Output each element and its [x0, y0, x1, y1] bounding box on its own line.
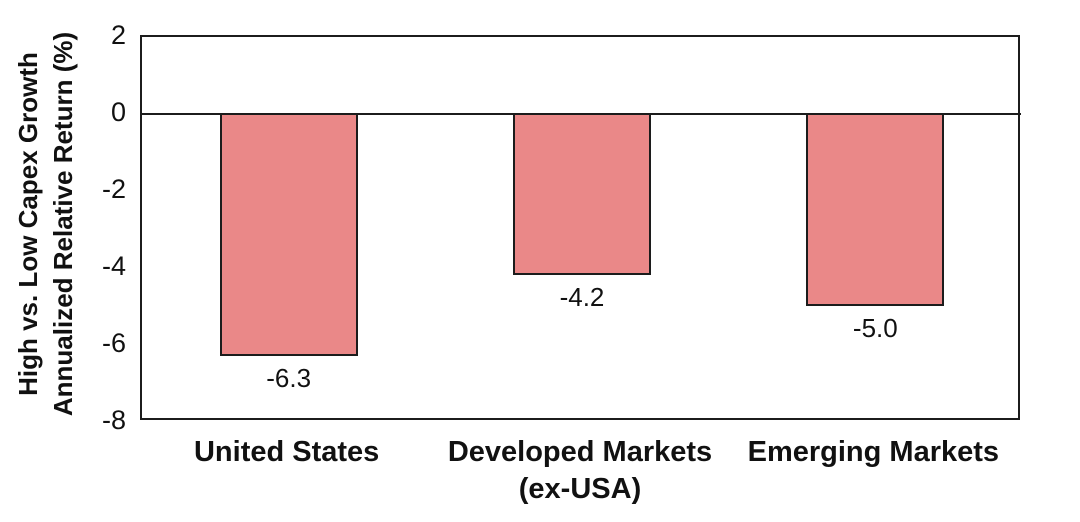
y-tick-label: -6 [101, 328, 126, 358]
bar-value-label: -6.3 [266, 362, 312, 393]
y-tick-label: -8 [101, 405, 126, 435]
x-category-label-line: Developed Markets [447, 436, 713, 468]
x-category-label-line: Emerging Markets [747, 436, 1000, 468]
y-tick-label: 2 [110, 20, 126, 50]
y-axis-title: High vs. Low Capex Growth Annualized Rel… [11, 0, 81, 454]
y-axis-title-line2: Annualized Relative Return (%) [48, 31, 78, 417]
bar-value-label: -5.0 [852, 312, 898, 343]
bar-0 [219, 113, 358, 356]
y-tick-label: -4 [101, 251, 126, 281]
y-axis-title-line1: High vs. Low Capex Growth [12, 52, 43, 396]
x-category-label-1: Developed Markets (ex-USA) [415, 434, 745, 508]
bar-1 [513, 113, 651, 275]
bar-value-label: -4.2 [559, 281, 605, 312]
bar-2 [806, 113, 945, 306]
x-category-label-0: United States [122, 434, 452, 471]
x-category-label-line: (ex-USA) [518, 473, 642, 506]
y-tick-label: -2 [101, 174, 126, 204]
x-category-label-line: United States [193, 436, 380, 468]
plot-area: -6.3 -4.2 -5.0 [139, 35, 1021, 420]
y-tick-label: 0 [110, 97, 126, 127]
x-category-label-2: Emerging Markets [708, 434, 1038, 471]
